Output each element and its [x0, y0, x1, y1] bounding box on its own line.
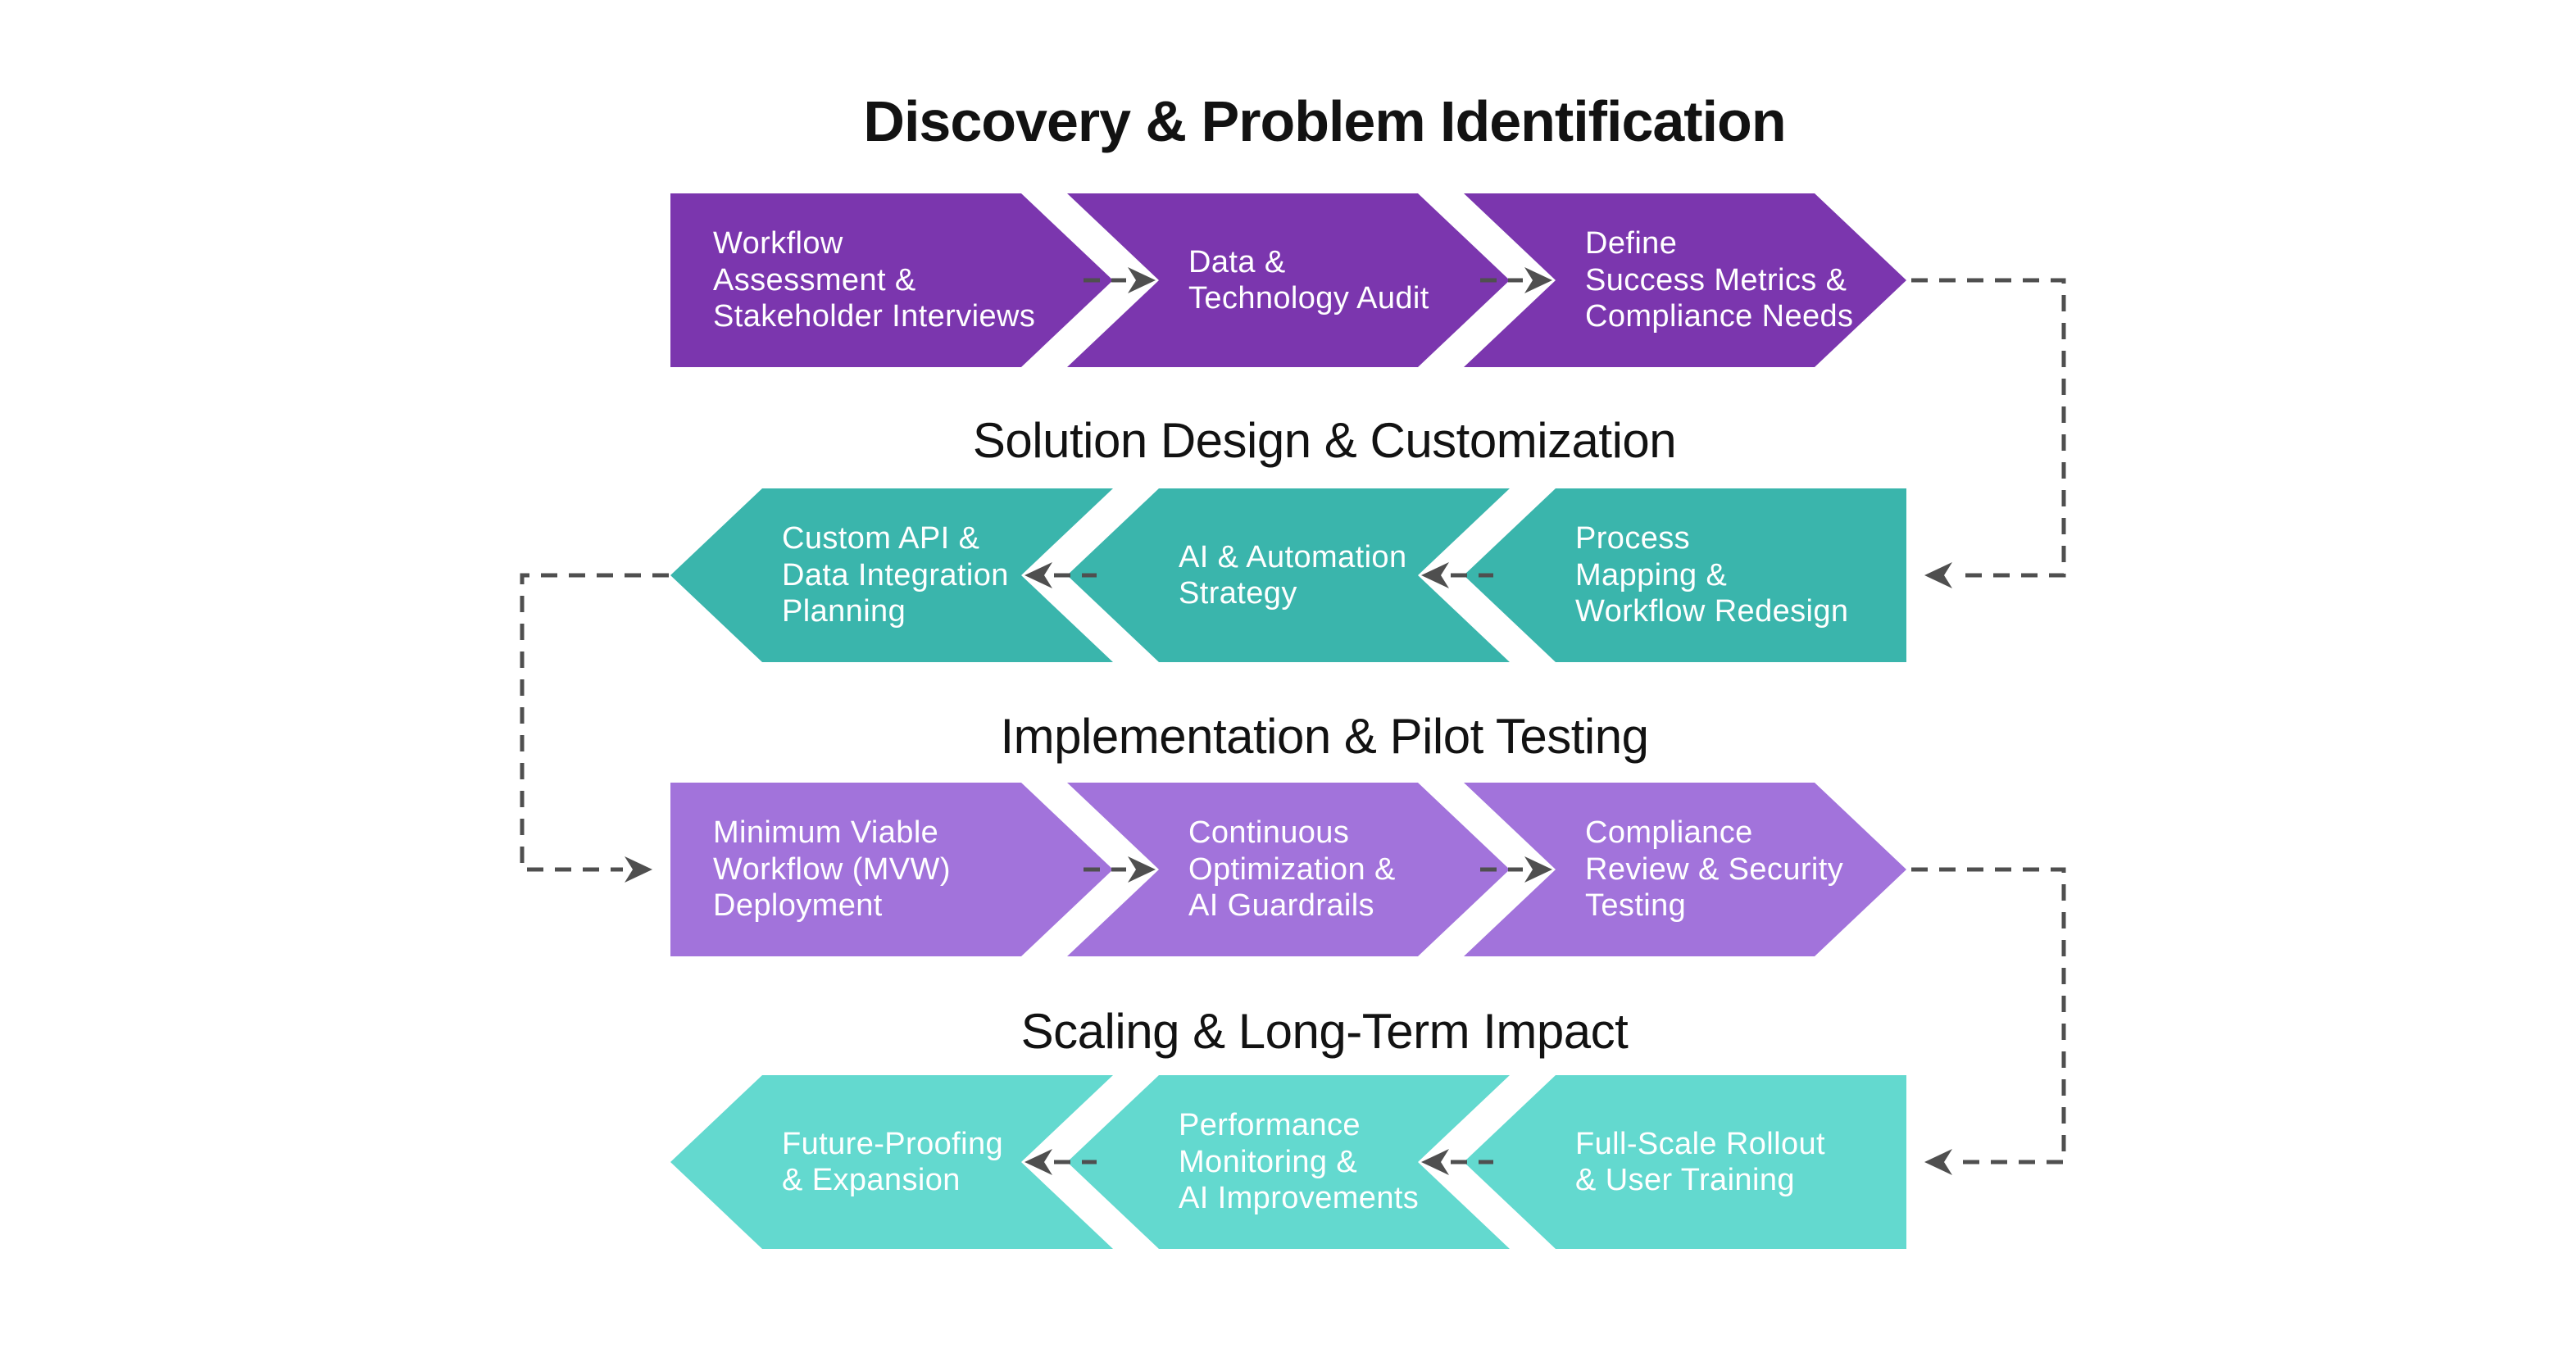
- step-custom-api-integration: Custom API & Data Integration Planning: [670, 488, 1113, 662]
- step-label: Compliance Review & Security Testing: [1585, 815, 1844, 924]
- step-label: AI & Automation Strategy: [1179, 539, 1407, 611]
- step-label: Performance Monitoring & AI Improvements: [1179, 1108, 1420, 1216]
- phase-1-title: Discovery & Problem Identification: [863, 89, 1786, 153]
- step-compliance-review: Compliance Review & Security Testing: [1464, 783, 1906, 956]
- step-full-scale-rollout: Full-Scale Rollout & User Training: [1464, 1075, 1906, 1249]
- step-label: Future-Proofing & Expansion: [782, 1126, 1004, 1197]
- step-mvw-deployment: Minimum Viable Workflow (MVW) Deployment: [670, 783, 1113, 956]
- phase-3-row: Minimum Viable Workflow (MVW) Deployment…: [670, 783, 1906, 956]
- step-label: Data & Technology Audit: [1188, 244, 1429, 316]
- step-define-success-metrics: Define Success Metrics & Compliance Need…: [1464, 193, 1906, 367]
- step-future-proofing: Future-Proofing & Expansion: [670, 1075, 1113, 1249]
- step-performance-monitoring: Performance Monitoring & AI Improvements: [1067, 1075, 1510, 1249]
- step-label: Custom API & Data Integration Planning: [782, 521, 1009, 629]
- phase-3-title: Implementation & Pilot Testing: [1000, 709, 1650, 764]
- step-process-mapping: Process Mapping & Workflow Redesign: [1464, 488, 1906, 662]
- arrow-left-icon: [1924, 562, 1952, 588]
- phase-2-title: Solution Design & Customization: [972, 413, 1677, 468]
- phase-4-row: Future-Proofing & Expansion Performance …: [670, 1075, 1906, 1249]
- phase-2-row: Custom API & Data Integration Planning A…: [670, 488, 1906, 662]
- arrow-right-icon: [625, 856, 652, 883]
- phase-4-title: Scaling & Long-Term Impact: [1020, 1004, 1629, 1059]
- step-label: Minimum Viable Workflow (MVW) Deployment: [713, 815, 951, 924]
- step-label: Full-Scale Rollout & User Training: [1575, 1126, 1825, 1197]
- step-label: Process Mapping & Workflow Redesign: [1575, 521, 1849, 629]
- step-workflow-assessment: Workflow Assessment & Stakeholder Interv…: [670, 193, 1113, 367]
- phase-1-row: Workflow Assessment & Stakeholder Interv…: [670, 193, 1906, 367]
- step-continuous-optimization: Continuous Optimization & AI Guardrails: [1067, 783, 1510, 956]
- step-data-technology-audit: Data & Technology Audit: [1067, 193, 1510, 367]
- step-label: Workflow Assessment & Stakeholder Interv…: [713, 226, 1036, 334]
- step-label: Continuous Optimization & AI Guardrails: [1188, 815, 1396, 924]
- step-label: Define Success Metrics & Compliance Need…: [1585, 226, 1854, 334]
- step-ai-automation-strategy: AI & Automation Strategy: [1067, 488, 1510, 662]
- dashed-line: [520, 573, 669, 872]
- arrow-left-icon: [1924, 1149, 1952, 1175]
